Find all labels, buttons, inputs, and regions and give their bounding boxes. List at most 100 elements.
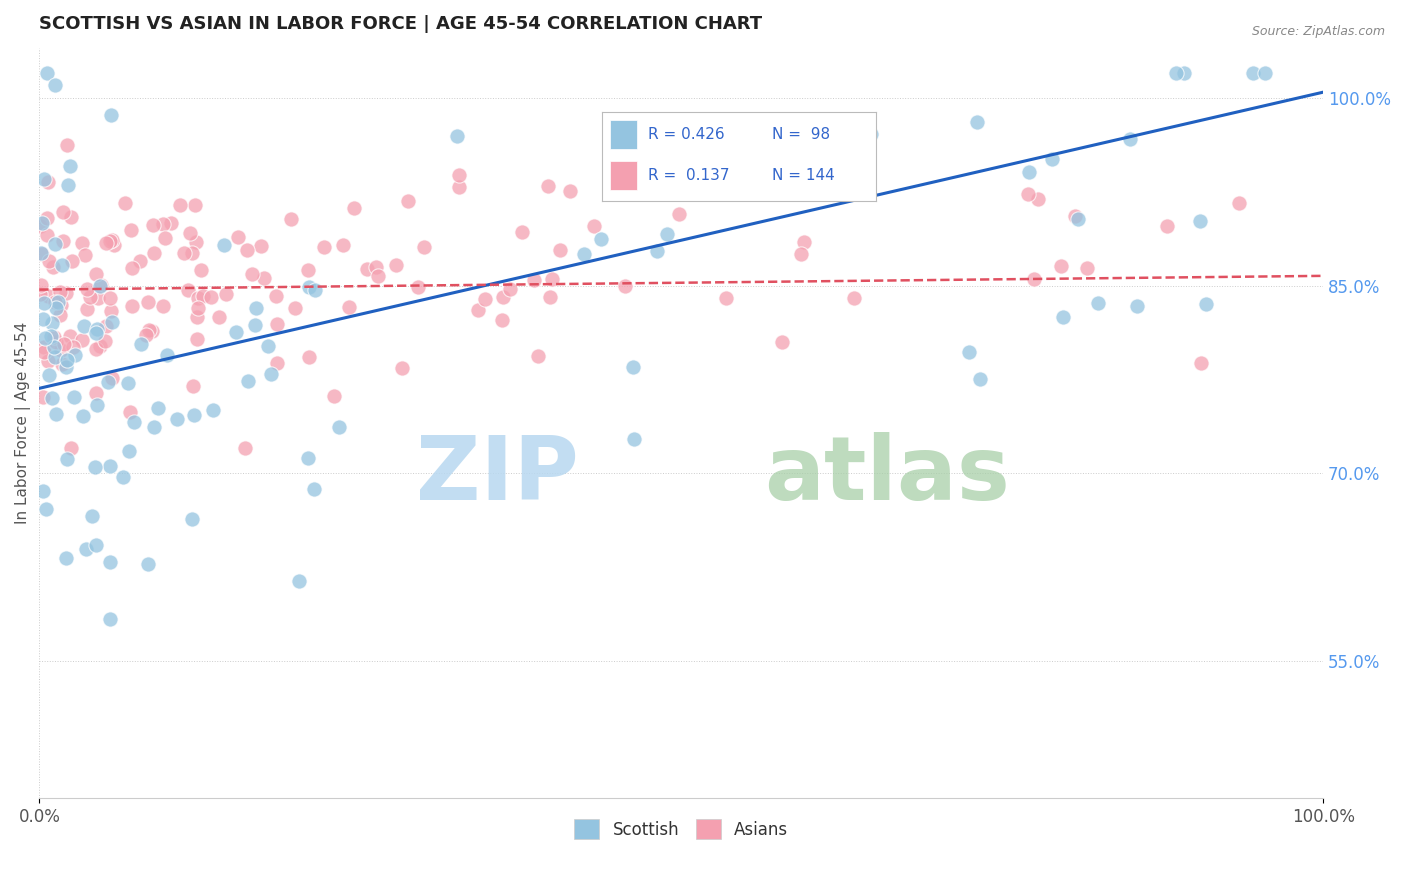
Point [280, 211, 302, 226]
Point [208, 310, 231, 325]
Point [215, 286, 238, 301]
Point [447, 169, 470, 183]
Point [53, 337, 76, 351]
Point [90, 278, 112, 293]
Point [136, 294, 159, 309]
Point [28, 287, 51, 301]
Point [510, 225, 533, 239]
Point [56, 178, 79, 192]
Point [100, 233, 122, 247]
Point [44, 350, 66, 364]
Point [396, 194, 419, 208]
Point [49, 343, 72, 357]
Point [73, 318, 96, 333]
Point [180, 246, 202, 260]
Point [86, 399, 108, 413]
Point [42, 340, 65, 354]
Point [80, 508, 103, 523]
Point [666, 159, 689, 173]
Point [181, 512, 204, 526]
Point [332, 238, 354, 252]
Point [55, 551, 77, 566]
Point [121, 299, 143, 313]
Point [35, 501, 58, 516]
Point [1164, 66, 1187, 80]
Point [645, 244, 668, 258]
Point [523, 273, 546, 287]
Point [65, 348, 87, 362]
Text: Source: ZipAtlas.com: Source: ZipAtlas.com [1251, 25, 1385, 38]
Point [141, 324, 163, 338]
Point [1189, 356, 1212, 370]
Point [173, 245, 195, 260]
Point [1118, 132, 1140, 146]
Point [297, 451, 319, 466]
Point [60, 210, 83, 224]
Point [41, 392, 63, 406]
Point [49, 285, 72, 299]
Point [93, 334, 115, 349]
Point [245, 301, 267, 316]
Point [1173, 66, 1195, 80]
Point [793, 235, 815, 249]
Point [406, 280, 429, 294]
Point [79, 290, 101, 304]
Point [1067, 211, 1090, 226]
Point [176, 284, 198, 298]
Point [98, 234, 121, 248]
Point [31, 216, 53, 230]
Point [474, 292, 496, 306]
Point [60, 254, 83, 268]
Point [51, 259, 73, 273]
Point [70, 236, 93, 251]
Point [297, 263, 319, 277]
Point [623, 359, 645, 374]
Point [44, 236, 66, 251]
Point [186, 333, 208, 347]
Point [39, 329, 62, 343]
Point [1022, 272, 1045, 286]
Point [245, 318, 267, 332]
Point [86, 326, 108, 340]
Point [297, 350, 319, 364]
Point [339, 300, 361, 314]
Point [111, 470, 134, 484]
Text: R = 0.426: R = 0.426 [648, 128, 725, 142]
Point [790, 246, 813, 260]
Point [1227, 195, 1250, 210]
Point [160, 216, 183, 230]
Point [37, 353, 59, 368]
Point [38, 368, 60, 382]
Point [1156, 219, 1178, 234]
Point [385, 258, 408, 272]
Point [72, 409, 94, 423]
Point [969, 372, 991, 386]
Point [98, 612, 121, 626]
Point [257, 338, 280, 352]
Point [253, 270, 276, 285]
Point [391, 360, 413, 375]
Point [1040, 152, 1063, 166]
Point [101, 371, 124, 385]
Point [84, 460, 107, 475]
Point [526, 350, 548, 364]
Point [582, 219, 605, 233]
Point [52, 205, 75, 219]
Point [32, 340, 55, 354]
Point [56, 138, 79, 153]
Point [328, 419, 350, 434]
Point [120, 405, 142, 419]
Point [613, 279, 636, 293]
Point [52, 234, 75, 248]
Point [122, 415, 145, 429]
Point [191, 288, 214, 302]
Point [284, 301, 307, 315]
Point [76, 282, 98, 296]
Point [76, 302, 98, 317]
Point [288, 574, 311, 588]
Text: N = 144: N = 144 [772, 169, 835, 183]
Point [1064, 209, 1087, 223]
Point [101, 315, 124, 329]
Point [623, 432, 645, 446]
Point [114, 196, 136, 211]
